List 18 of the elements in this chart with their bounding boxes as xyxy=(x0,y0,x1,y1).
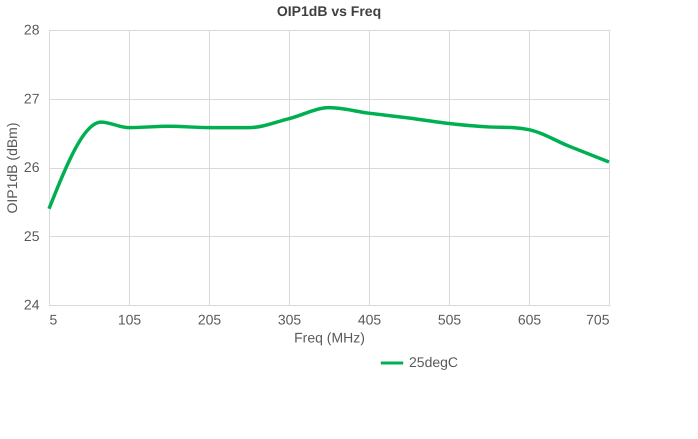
x-tick-label: 605 xyxy=(518,312,542,328)
line-series xyxy=(47,106,611,210)
x-tick-label: 705 xyxy=(586,312,610,328)
y-tick-label: 27 xyxy=(24,90,40,106)
y-tick-label: 24 xyxy=(24,296,40,312)
x-tick-label: 105 xyxy=(118,312,142,328)
x-tick-label: 505 xyxy=(438,312,462,328)
x-axis-title: Freq (MHz) xyxy=(294,330,365,346)
x-tick-label: 205 xyxy=(198,312,222,328)
y-axis-title: OIP1dB (dBm) xyxy=(4,122,20,214)
x-tick-label: 405 xyxy=(358,312,382,328)
chart-title: OIP1dB vs Freq xyxy=(276,3,382,19)
y-tick-label: 28 xyxy=(24,22,40,38)
legend-label: 25degC xyxy=(409,354,458,370)
x-tick-label: 5 xyxy=(50,312,58,328)
y-tick-label: 25 xyxy=(24,228,40,244)
x-tick-label: 305 xyxy=(278,312,302,328)
y-tick-label: 26 xyxy=(24,159,40,175)
